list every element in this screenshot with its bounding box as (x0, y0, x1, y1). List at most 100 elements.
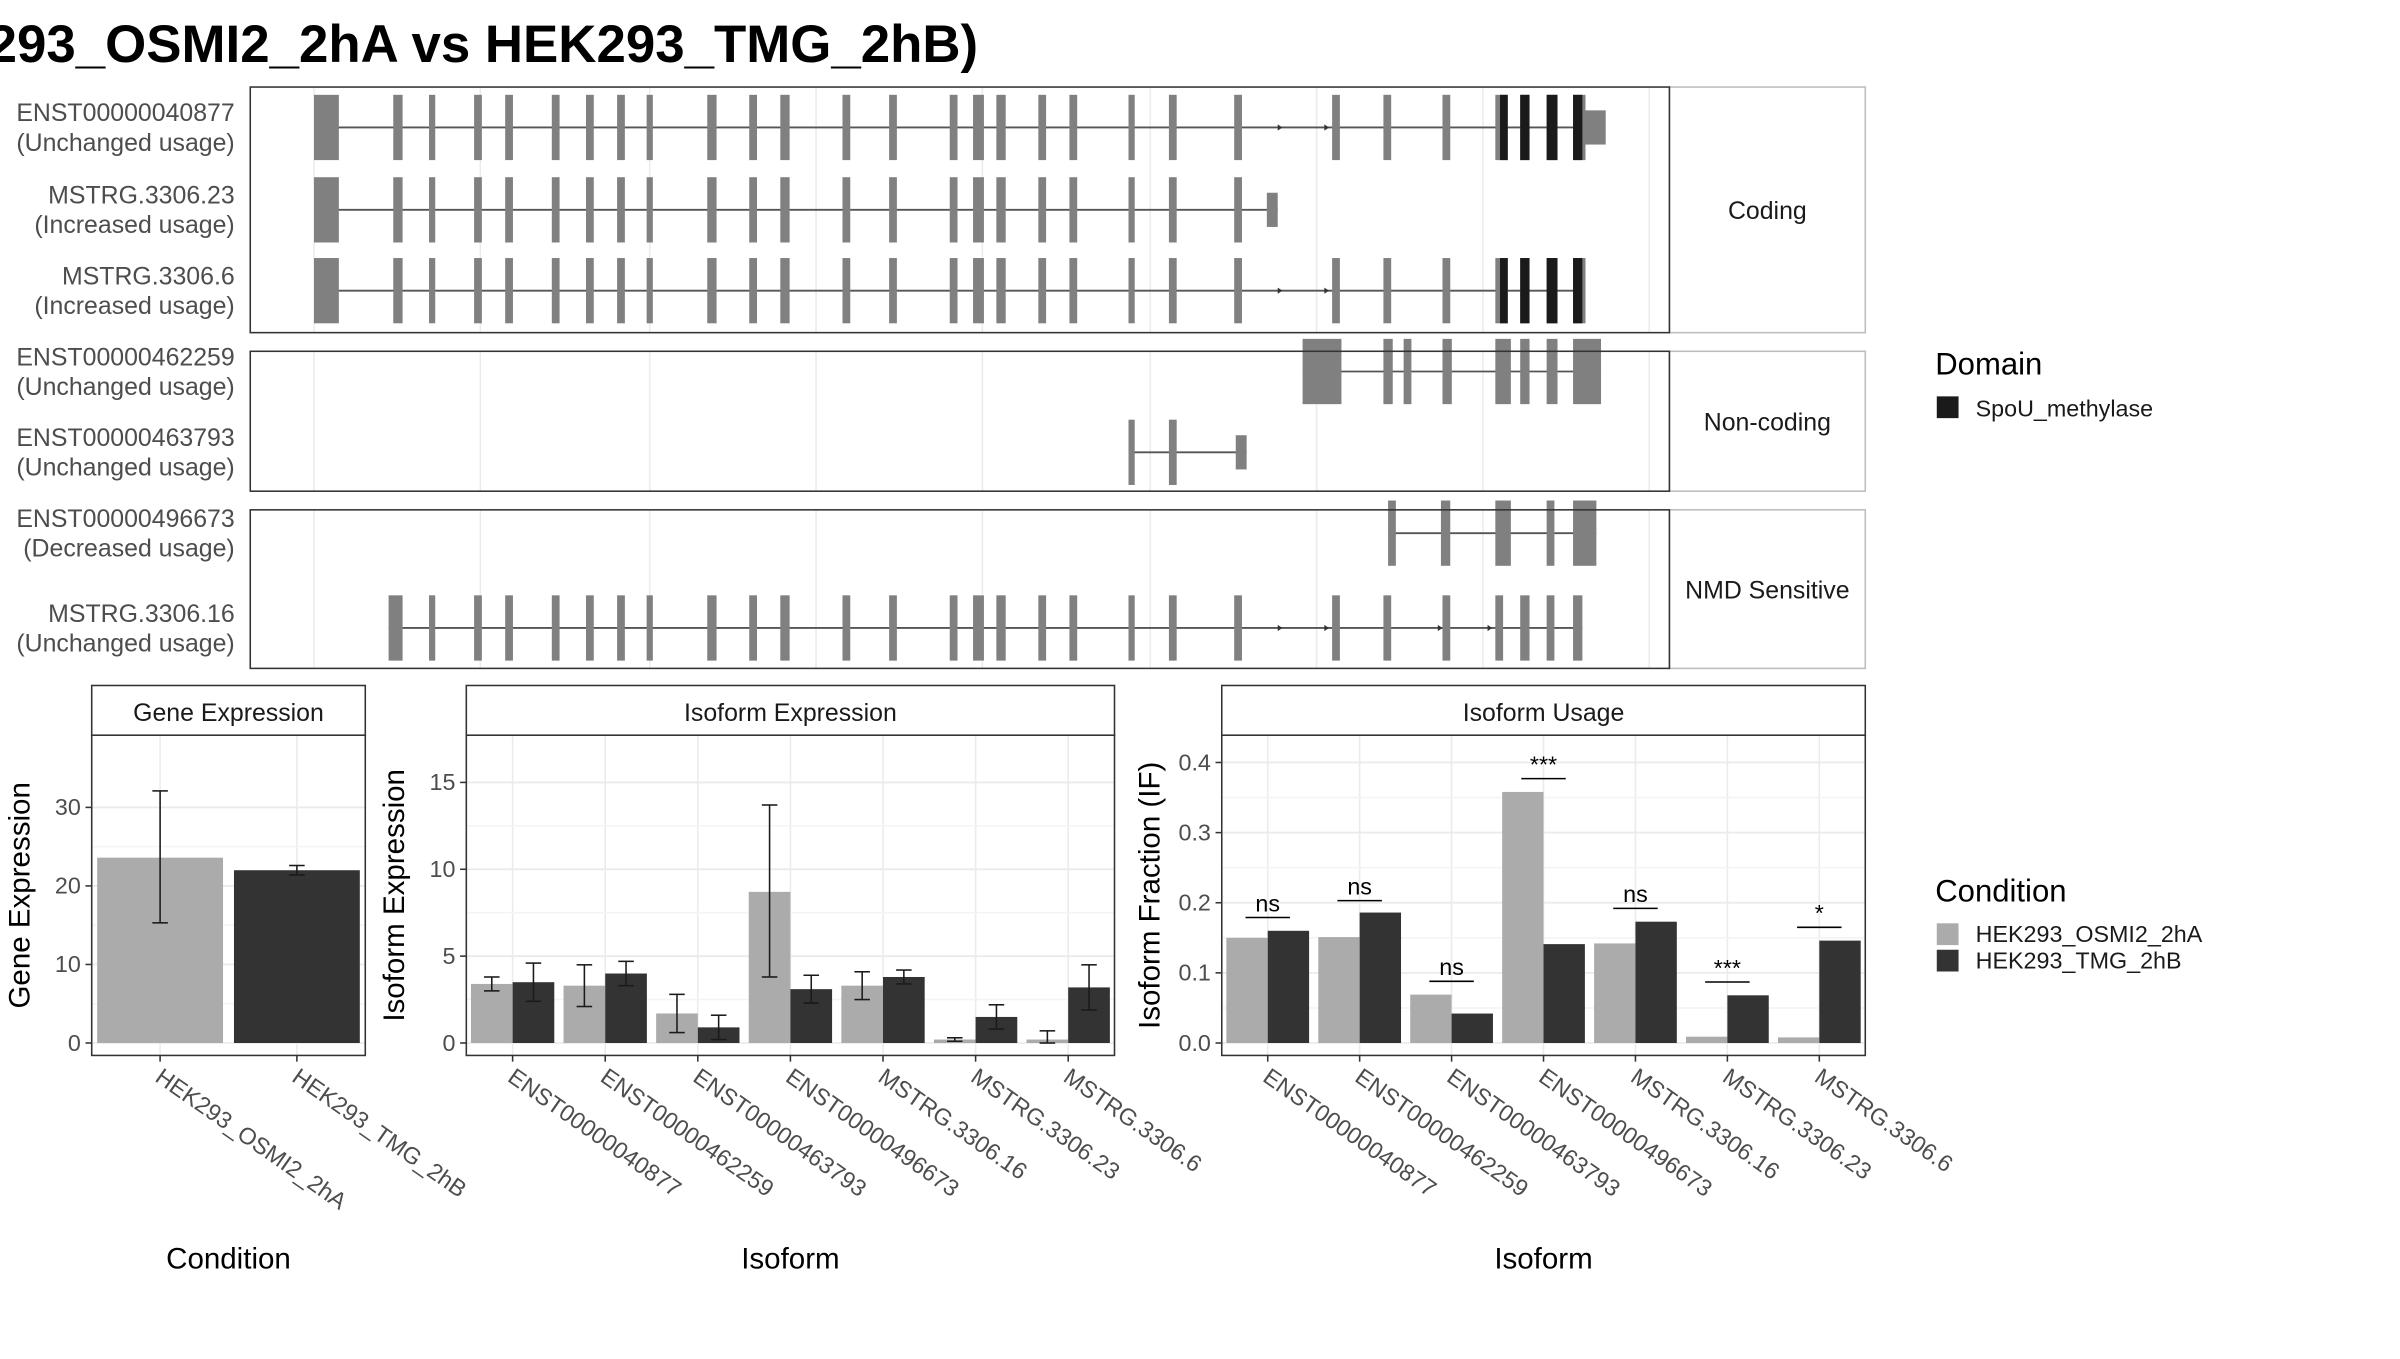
panel-strip-label: Coding (1728, 197, 1807, 225)
transcript-panel: Coding ENST00000040877(Unchanged usage) MS… (16, 86, 1867, 334)
bar (1727, 995, 1769, 1044)
bar (470, 983, 513, 1044)
exon (707, 258, 717, 324)
exon (646, 177, 653, 243)
significance-label: *** (1714, 955, 1741, 981)
exon (429, 177, 436, 243)
exon (889, 94, 897, 161)
exon (1383, 595, 1392, 661)
condition-legend-key (1936, 923, 1959, 946)
exon (1234, 94, 1242, 161)
exon (749, 595, 757, 661)
exon (996, 595, 1006, 661)
exon (780, 258, 790, 324)
panel-strip-label: Non-coding (1704, 409, 1831, 437)
exon (749, 258, 757, 324)
y-tick-label: 10 (430, 856, 456, 882)
bar (1318, 937, 1360, 1044)
transcript-id-label: ENST00000463793 (16, 424, 234, 452)
exon (973, 595, 984, 661)
condition-legend-label: HEK293_OSMI2_2hA (1976, 921, 2203, 947)
exon (474, 595, 482, 661)
transcript-panel: NMD Sensitive ENST00000496673(Decreased u… (16, 500, 1867, 670)
exon (1235, 435, 1247, 470)
y-tick-label: 0 (68, 1030, 81, 1056)
exon (1520, 338, 1530, 405)
significance-label: *** (1530, 751, 1557, 777)
panel-strip (1668, 509, 1867, 670)
exon (1383, 338, 1393, 405)
panel-background (250, 351, 1670, 492)
exon (973, 177, 984, 243)
strand-arrow (1277, 124, 1283, 131)
bar (1502, 791, 1544, 1044)
exon (842, 177, 851, 243)
exon (1128, 258, 1135, 324)
strand-arrow (1324, 624, 1330, 632)
domain-region (1520, 258, 1530, 324)
plot-border (90, 734, 367, 1057)
significance-label: * (1815, 900, 1824, 926)
exon (949, 94, 958, 161)
transcript-usage-label: (Decreased usage) (23, 534, 234, 562)
exon (505, 595, 513, 661)
domain-region (1520, 94, 1530, 161)
exon (973, 258, 984, 324)
condition-legend-key (1936, 949, 1959, 972)
domain-region (1499, 94, 1508, 161)
exon (1520, 595, 1530, 661)
exon (313, 177, 339, 243)
legends: Domain SpoU_methylase Condition HEK293_OSMI… (1935, 347, 2203, 974)
strand-arrow (1324, 287, 1330, 294)
exon (996, 258, 1006, 324)
exon (1546, 500, 1555, 566)
exon (842, 94, 851, 161)
bar (1410, 994, 1452, 1044)
exon (1442, 258, 1451, 324)
transcript-usage-label: (Increased usage) (34, 211, 234, 239)
transcript-id-label: MSTRG.3306.6 (62, 262, 235, 290)
transcript-usage-label: (Unchanged usage) (16, 129, 234, 157)
strip-label: Gene Expression (133, 699, 324, 727)
exon (749, 94, 757, 161)
exon (1128, 177, 1135, 243)
y-tick-label: 0.4 (1178, 749, 1210, 775)
transcript-usage-label: (Unchanged usage) (16, 373, 234, 401)
exon (780, 94, 790, 161)
exon (1234, 595, 1242, 661)
y-tick-label: 20 (55, 873, 81, 899)
exon (1069, 595, 1078, 661)
exon (474, 94, 482, 161)
exon (429, 94, 436, 161)
condition-legend-label: HEK293_TMG_2hB (1976, 947, 2182, 973)
exon (393, 177, 403, 243)
exon (1573, 595, 1583, 661)
bar (1359, 912, 1402, 1044)
exon (1128, 595, 1135, 661)
exon (889, 258, 897, 324)
exon (1383, 94, 1392, 161)
exon (1573, 338, 1602, 405)
exon (1128, 94, 1135, 161)
bar (1635, 921, 1677, 1044)
exon (505, 94, 513, 161)
exon (1069, 258, 1078, 324)
transcript-usage-label: (Increased usage) (34, 292, 234, 320)
bar (1226, 937, 1268, 1044)
exon (842, 258, 851, 324)
y-tick-label: 0 (442, 1030, 455, 1056)
bar-chart-panel: Isoform Expression051015ENST00000040877E… (378, 684, 1207, 1275)
exon (474, 258, 482, 324)
x-axis-title: Isoform (741, 1242, 839, 1275)
exon (551, 177, 560, 243)
domain-legend-key (1936, 396, 1959, 419)
panel-strip (1668, 86, 1867, 334)
y-tick-label: 30 (55, 794, 81, 820)
exon (1168, 177, 1177, 243)
y-tick-label: 10 (55, 951, 81, 977)
domain-region (1573, 94, 1583, 161)
exon (646, 595, 653, 661)
exon (1546, 338, 1558, 405)
exon (586, 177, 594, 243)
